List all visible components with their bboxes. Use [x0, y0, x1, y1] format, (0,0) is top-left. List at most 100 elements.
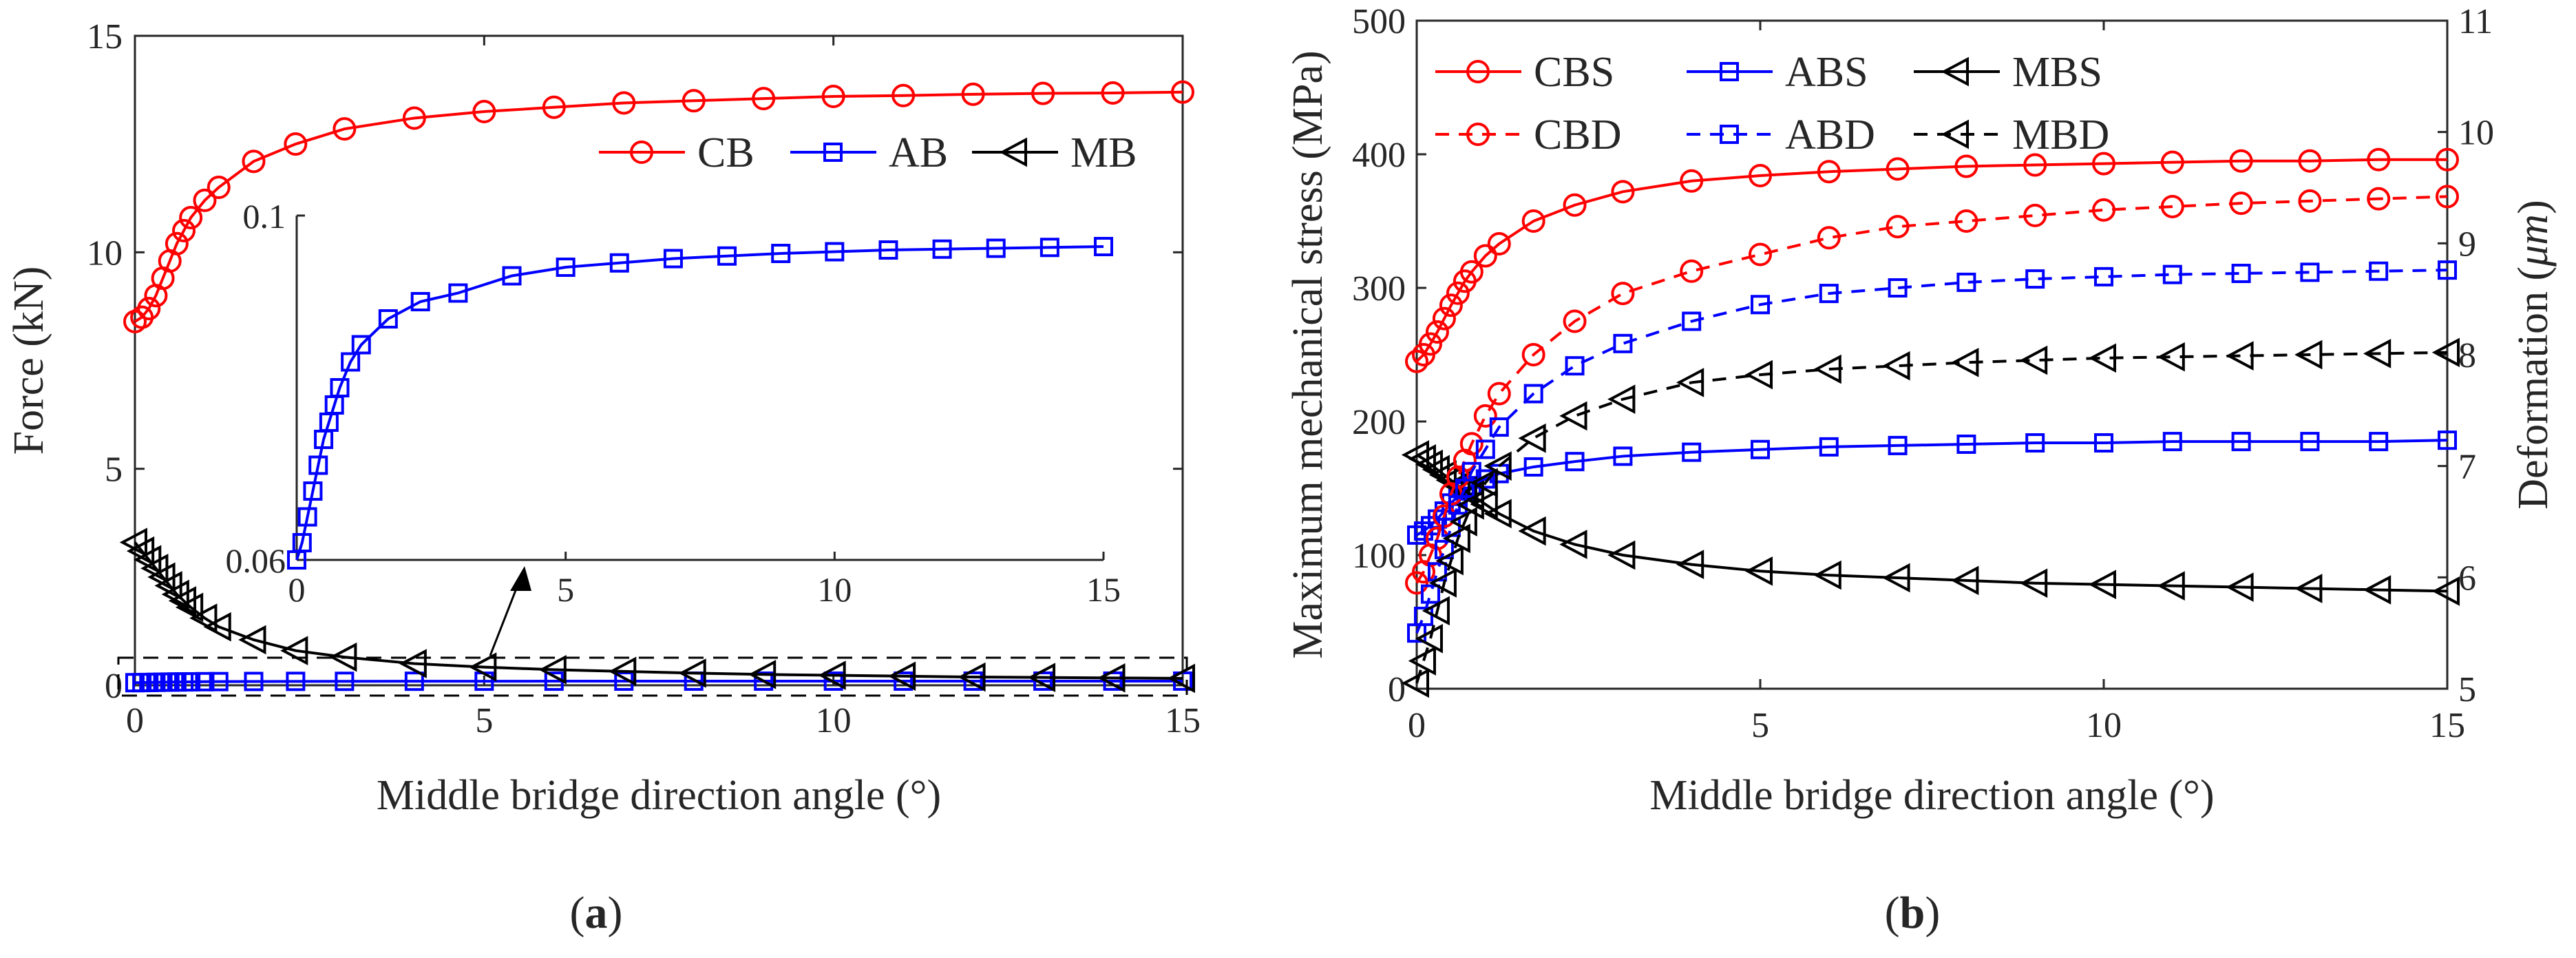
data-point-cbd	[1459, 432, 1484, 456]
data-point-mbs	[1559, 530, 1587, 559]
data-point-cb	[137, 297, 161, 321]
data-point-mbd	[1428, 568, 1457, 598]
panel-b-xtick-label: 10	[2086, 706, 2122, 745]
inset-data-point	[308, 455, 328, 475]
data-point-abd	[1420, 584, 1440, 604]
data-point-mb	[538, 655, 567, 685]
data-point-mb	[469, 652, 497, 682]
data-point-abd	[1475, 439, 1495, 459]
data-point-mbs	[1813, 560, 1841, 590]
data-point-mbs	[1484, 499, 1512, 529]
data-point-mb	[748, 659, 777, 689]
data-point-cbd	[2298, 189, 2322, 213]
data-point-mbd	[1422, 596, 1450, 626]
data-point-mbd	[1951, 347, 1979, 377]
data-point-abd	[2369, 261, 2389, 281]
data-point-mbs	[2431, 576, 2460, 606]
data-point-cbs	[1886, 157, 1910, 181]
data-point-cbs	[1749, 164, 1772, 188]
data-point-abd	[1613, 333, 1633, 353]
data-point-mbd	[1456, 490, 1484, 520]
inset-data-point	[609, 253, 629, 273]
data-point-cb	[207, 176, 231, 200]
inset-data-point	[330, 378, 350, 397]
inset-ytick-label: 0.06	[226, 541, 286, 580]
series-cbd	[1405, 185, 2459, 595]
panel-b: 0 5 10 15 0 100 200 300 400 500 5 6 7 8 9 10 11 Middle br…	[1285, 2, 2557, 938]
panel-b-ylabel: Maximum mechanical stress (MPa)	[1285, 50, 1331, 658]
data-point-cb	[682, 89, 706, 113]
panel-b-y2tick-label: 9	[2458, 225, 2476, 264]
data-point-abd	[1461, 461, 1481, 481]
data-point-mbd	[1484, 451, 1512, 481]
zoom-arrow-shaft	[489, 579, 521, 656]
data-point-cbs	[1473, 244, 1497, 268]
inset-background	[297, 216, 1104, 560]
data-point-cb	[172, 218, 196, 242]
data-point-cb	[961, 82, 985, 106]
data-point-cbs	[2092, 152, 2115, 176]
data-point-cb	[165, 231, 189, 256]
data-point-mb	[958, 662, 986, 692]
inset-xtick-label: 15	[1086, 570, 1121, 609]
panel-a-ytick-label: 5	[105, 450, 123, 490]
legend-marker	[999, 137, 1027, 167]
data-point-ab	[181, 671, 201, 691]
data-point-cbd	[1563, 309, 1587, 333]
data-point-mb	[1027, 663, 1056, 693]
legend-item-cbs: CBS	[1435, 49, 1614, 96]
panel-b-ytick-label: 300	[1352, 269, 1406, 309]
data-point-mbs	[1415, 449, 1443, 479]
panel-a-ylabel: Force (kN)	[6, 267, 52, 455]
data-point-cbs	[2436, 147, 2459, 171]
zoom-arrow-head	[510, 566, 531, 591]
inset-xtick-label: 10	[817, 570, 852, 609]
panel-a-legend: CB AB MB	[599, 129, 1137, 176]
data-point-cbs	[2367, 147, 2391, 171]
data-point-mbd	[1401, 668, 1429, 698]
data-point-cbd	[1680, 259, 1704, 283]
data-point-mb	[608, 656, 637, 687]
panel-a-xtick-label: 10	[816, 701, 852, 740]
panel-b-xtick-label: 15	[2429, 706, 2465, 745]
data-point-mbd	[1518, 423, 1546, 453]
data-point-mbs	[2088, 570, 2116, 600]
data-point-ab	[335, 671, 355, 691]
data-point-mbd	[2431, 337, 2460, 368]
series-line-cbd	[1415, 195, 2448, 584]
data-point-mbd	[2088, 343, 2116, 373]
panel-b-ytick-label: 400	[1352, 136, 1406, 175]
data-point-abd	[1523, 384, 1543, 404]
data-point-abs	[1819, 437, 1839, 457]
panel-b-ytick-label: 500	[1352, 2, 1406, 41]
legend-marker	[823, 143, 843, 162]
data-point-mbd	[1559, 401, 1587, 431]
data-point-mbs	[1607, 540, 1636, 570]
data-point-mbd	[1442, 523, 1470, 554]
data-point-abd	[1888, 278, 1908, 298]
data-point-cbs	[1432, 306, 1456, 331]
inset-plot: 0 5 10 15 0.06 0.1	[226, 197, 1121, 609]
data-point-cb	[193, 188, 217, 212]
data-point-mbd	[1882, 351, 1910, 381]
data-point-cb	[752, 87, 776, 111]
data-point-mbs	[2019, 568, 2048, 598]
data-point-cb	[472, 100, 496, 124]
data-point-mbd	[1470, 468, 1498, 498]
data-point-mbs	[1676, 550, 1704, 579]
zoom-region-box	[117, 656, 1188, 697]
data-point-cb	[1101, 81, 1125, 105]
data-point-cbd	[1521, 343, 1545, 366]
data-point-mbs	[2294, 574, 2323, 603]
data-point-mbs	[1518, 516, 1546, 546]
series-mbd	[1401, 337, 2460, 698]
data-point-abs	[2025, 433, 2045, 453]
data-point-mb	[818, 660, 846, 690]
series-line-mbd	[1415, 351, 2448, 684]
data-point-cbd	[1611, 282, 1635, 306]
legend-item-cbd: CBD	[1435, 112, 1621, 158]
panel-b-y2tick-label: 5	[2458, 670, 2476, 709]
data-point-abd	[1819, 284, 1839, 304]
data-point-cbs	[1439, 293, 1463, 317]
